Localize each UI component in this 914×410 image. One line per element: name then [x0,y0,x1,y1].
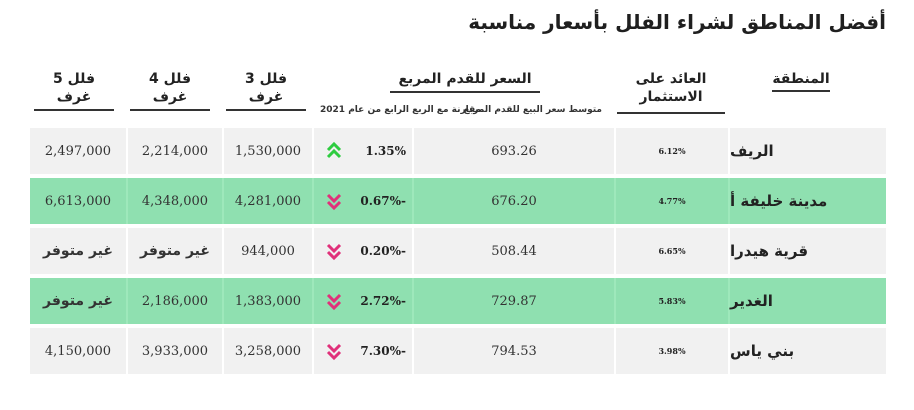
cell-avg-price: 508.44 [414,228,614,274]
cell-villa3: 1,530,000 [224,128,312,174]
cell-change: 1.35% [314,128,412,174]
cell-villa3: 3,258,000 [224,328,312,374]
header-villa3: فلل 3 غرف [224,70,308,111]
double-chevron-down-icon [326,241,342,261]
cell-change: 0.20%- [314,228,412,274]
cell-roi: 6.65% [616,228,728,274]
cell-villa4: غير متوفر [128,228,222,274]
cell-villa4: 4,348,000 [128,178,222,224]
double-chevron-down-icon [326,191,342,211]
cell-region: قرية هيدرا [730,228,886,274]
cell-region: الغدير [730,278,886,324]
change-value: 0.67%- [360,194,406,208]
header-roi: العائد على الاستثمار [617,70,725,114]
cell-region: الريف [730,128,886,174]
cell-villa5: غير متوفر [30,228,126,274]
cell-roi: 4.77% [616,178,728,224]
header-avg-price-sub: متوسط سعر البيع للقدم المربع [463,105,602,115]
cell-roi: 6.12% [616,128,728,174]
header-villa4: فلل 4 غرف [128,70,212,111]
cell-villa5: 6,613,000 [30,178,126,224]
cell-villa4: 2,186,000 [128,278,222,324]
double-chevron-up-icon [326,141,342,161]
cell-avg-price: 794.53 [414,328,614,374]
page-title: أفضل المناطق لشراء الفلل بأسعار مناسبة [468,10,886,34]
cell-villa4: 2,214,000 [128,128,222,174]
cell-change: 7.30%- [314,328,412,374]
cell-villa3: 944,000 [224,228,312,274]
cell-change: 2.72%- [314,278,412,324]
change-value: 7.30%- [360,344,406,358]
cell-avg-price: 676.20 [414,178,614,224]
table-row: مدينة خليفة أ 4.77% 676.20 0.67%- 4,281,000 4… [30,178,886,224]
cell-villa4: 3,933,000 [128,328,222,374]
cell-region: مدينة خليفة أ [730,178,886,224]
cell-roi: 3.98% [616,328,728,374]
header-villa5: فلل 5 غرف [32,70,116,111]
cell-roi: 5.83% [616,278,728,324]
double-chevron-down-icon [326,291,342,311]
table-row: الريف 6.12% 693.26 1.35% 1,530,000 2,214,000 2… [30,128,886,174]
cell-villa5: غير متوفر [30,278,126,324]
change-value: 0.20%- [360,244,406,258]
table-row: الغدير 5.83% 729.87 2.72%- 1,383,000 2,186,00… [30,278,886,324]
cell-villa5: 4,150,000 [30,328,126,374]
header-change-sub: مقارنة مع الربع الرابع من عام 2021 [320,105,482,115]
cell-villa3: 1,383,000 [224,278,312,324]
cell-avg-price: 693.26 [414,128,614,174]
cell-region: بني ياس [730,328,886,374]
change-value: 2.72%- [360,294,406,308]
cell-villa5: 2,497,000 [30,128,126,174]
cell-villa3: 4,281,000 [224,178,312,224]
header-region: المنطقة [766,70,836,92]
table-row: قرية هيدرا 6.65% 508.44 0.20%- 944,000 غير مت… [30,228,886,274]
header-price-sqft: السعر للقدم المربع [320,70,610,93]
double-chevron-down-icon [326,341,342,361]
change-value: 1.35% [365,144,406,158]
cell-change: 0.67%- [314,178,412,224]
cell-avg-price: 729.87 [414,278,614,324]
table-row: بني ياس 3.98% 794.53 7.30%- 3,258,000 3,933,0… [30,328,886,374]
